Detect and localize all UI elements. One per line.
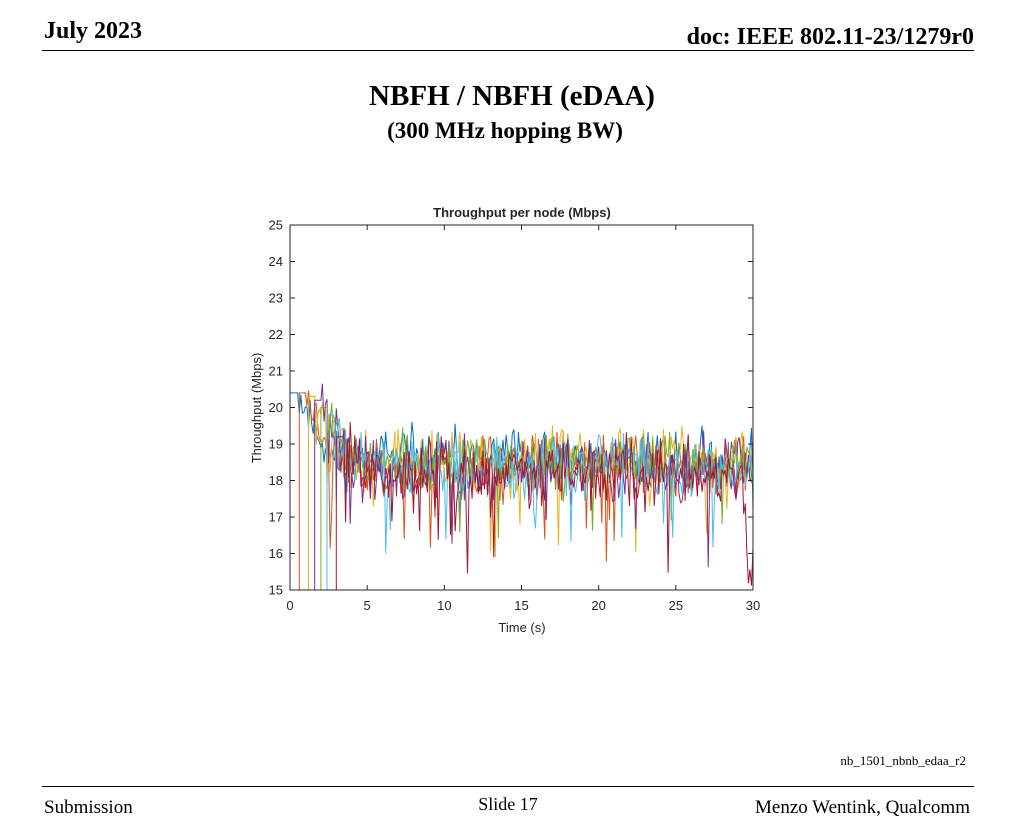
throughput-chart: Throughput per node (Mbps) Time (s) Thro… [240,196,780,646]
y-tick-label: 23 [269,291,283,306]
x-axis-label: Time (s) [498,620,545,635]
y-axis-label: Throughput (Mbps) [249,353,264,464]
y-tick-label: 16 [269,546,283,561]
y-tick-label: 20 [269,400,283,415]
chart-svg: Throughput per node (Mbps) Time (s) Thro… [240,196,780,646]
x-tick-label: 30 [746,598,760,613]
x-tick-label: 15 [514,598,528,613]
x-tick-label: 10 [437,598,451,613]
figure-label: nb_1501_nbnb_edaa_r2 [840,753,966,769]
y-tick-label: 22 [269,327,283,342]
y-tick-label: 24 [269,254,283,269]
x-tick-label: 5 [364,598,371,613]
y-tick-label: 15 [269,583,283,598]
slide-title: NBFH / NBFH (eDAA) [0,80,1024,113]
header-rule [42,50,974,51]
axis-layer: 0 5 10 15 20 25 30 15 16 17 18 19 20 21 22 23 24 25 [269,218,761,614]
y-tick-label: 17 [269,510,283,525]
y-tick-label: 18 [269,473,283,488]
y-tick-label: 25 [269,218,283,233]
plot-frame [290,225,753,590]
x-tick-label: 20 [591,598,605,613]
slide-subtitle: (300 MHz hopping BW) [0,118,1010,144]
chart-title: Throughput per node (Mbps) [433,205,611,220]
header-doc-id: doc: IEEE 802.11-23/1279r0 [687,24,974,51]
footer-rule [42,786,974,787]
x-tick-label: 25 [669,598,683,613]
series-layer [290,384,753,590]
y-tick-label: 19 [269,437,283,452]
footer-author: Menzo Wentink, Qualcomm [755,797,970,819]
x-tick-label: 0 [286,598,293,613]
header-date: July 2023 [44,18,142,45]
y-tick-label: 21 [269,364,283,379]
